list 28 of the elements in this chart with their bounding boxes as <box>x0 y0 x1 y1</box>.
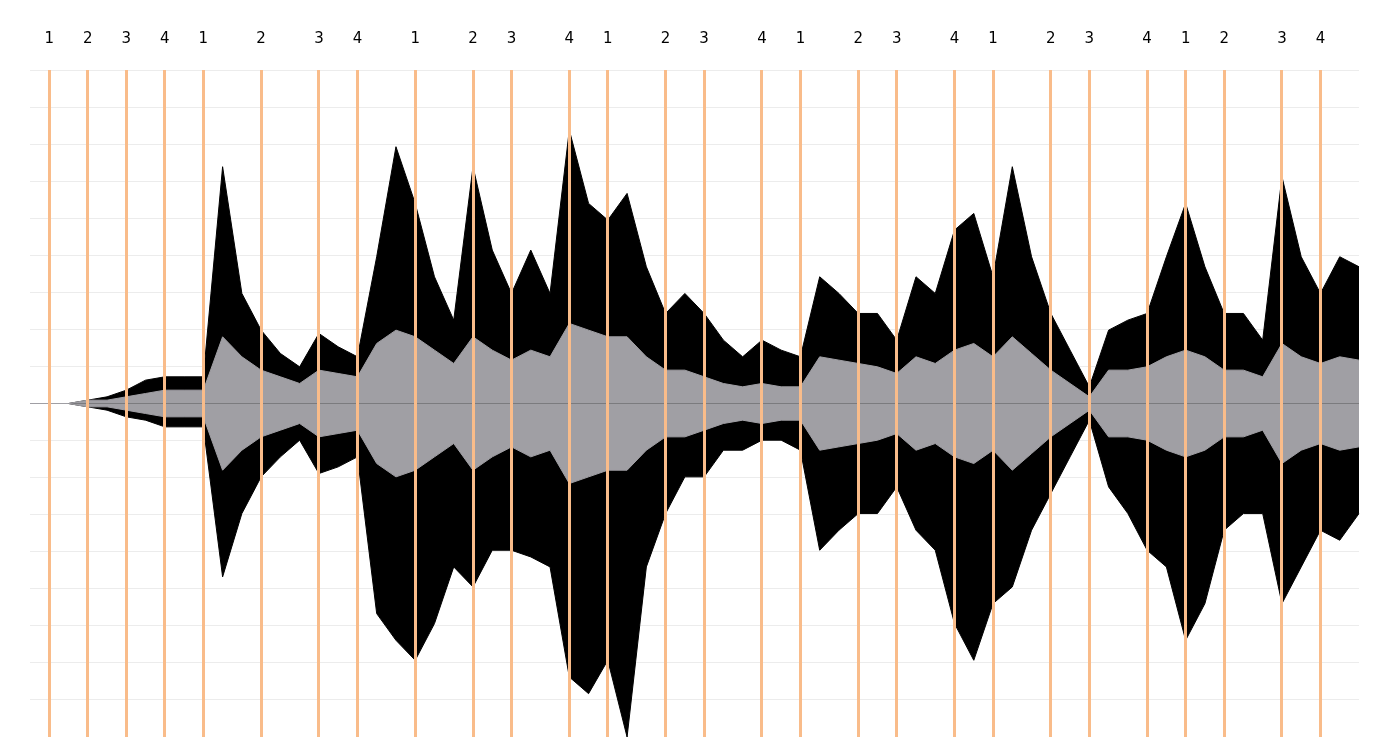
x-tick-label: 4 <box>564 28 575 47</box>
x-tick-label: 3 <box>121 28 132 47</box>
x-tick-label: 2 <box>1046 28 1056 47</box>
x-tick-label: 3 <box>1277 28 1287 47</box>
x-tick-label: 4 <box>949 28 960 47</box>
x-tick-label: 1 <box>988 28 998 47</box>
x-tick-label: 2 <box>853 28 863 47</box>
x-tick-label: 1 <box>795 28 806 47</box>
x-tick-label: 2 <box>660 28 671 47</box>
x-tick-label: 2 <box>1219 28 1229 47</box>
x-tick-label: 2 <box>83 28 93 47</box>
x-tick-label: 3 <box>506 28 517 47</box>
x-tick-label: 3 <box>1084 28 1095 47</box>
x-tick-label: 3 <box>891 28 902 47</box>
x-tick-label: 2 <box>256 28 266 47</box>
x-tick-label: 1 <box>44 28 55 47</box>
x-tick-label: 4 <box>1315 28 1326 47</box>
x-tick-label: 1 <box>603 28 613 47</box>
x-tick-label: 4 <box>160 28 170 47</box>
x-tick-label: 2 <box>468 28 478 47</box>
x-tick-label: 4 <box>757 28 767 47</box>
x-tick-label: 3 <box>314 28 324 47</box>
x-tick-label: 1 <box>410 28 420 47</box>
x-tick-label: 4 <box>1142 28 1152 47</box>
x-tick-label: 1 <box>198 28 209 47</box>
x-tick-label: 1 <box>1180 28 1191 47</box>
x-tick-label: 3 <box>699 28 709 47</box>
x-tick-label: 4 <box>352 28 363 47</box>
